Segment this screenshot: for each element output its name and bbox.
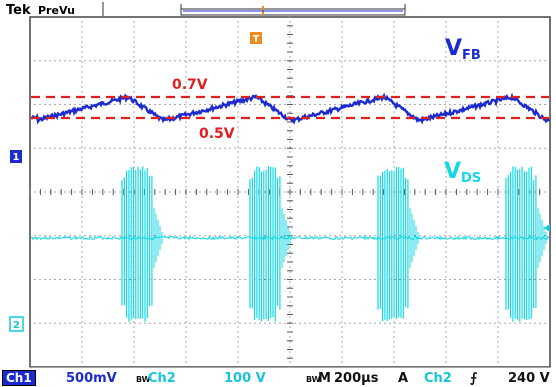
vds-burst-1 bbox=[121, 166, 163, 322]
vds-burst-3 bbox=[377, 166, 419, 322]
ch2-indicator[interactable]: Ch2 bbox=[148, 371, 176, 386]
ch2-scale[interactable]: 100 V bbox=[224, 371, 266, 386]
vds-burst-2 bbox=[249, 166, 291, 322]
svg-text:1: 1 bbox=[13, 152, 20, 163]
svg-text:VDS: VDS bbox=[444, 159, 481, 186]
graticule-grid bbox=[29, 16, 551, 368]
trigger-position-marker[interactable]: T bbox=[250, 32, 262, 45]
upper-threshold-label: 0.7V bbox=[172, 77, 208, 93]
trigger-level[interactable]: 240 V bbox=[508, 371, 550, 386]
status-bar: Ch1 500mV BW Ch2 100 V BW M 200µs A Ch2 … bbox=[0, 369, 556, 387]
ch2-bandwidth-limit-icon: BW bbox=[136, 375, 151, 384]
svg-text:T: T bbox=[253, 34, 260, 45]
timebase-bandwidth-icon: BW bbox=[306, 375, 321, 384]
trigger-mode: A bbox=[398, 371, 409, 386]
trigger-source[interactable]: Ch2 bbox=[424, 371, 452, 386]
brand-label: Tek bbox=[6, 3, 31, 18]
svg-text:2: 2 bbox=[13, 320, 20, 331]
ch1-ground-marker[interactable]: 1 bbox=[10, 150, 22, 163]
ch2-ground-marker[interactable]: 2 bbox=[9, 316, 24, 332]
lower-threshold-label: 0.5V bbox=[199, 126, 235, 142]
svg-text:VFB: VFB bbox=[445, 36, 481, 63]
record-position-bar[interactable] bbox=[180, 8, 406, 16]
timebase-label: M bbox=[318, 371, 331, 386]
vfb-label: VFB bbox=[445, 36, 481, 63]
ch1-indicator[interactable]: Ch1 bbox=[2, 370, 36, 386]
trigger-slope-icon: ⨍ bbox=[470, 371, 478, 386]
ch2-switching-bursts bbox=[121, 166, 547, 322]
acquisition-mode-label: PreVu bbox=[38, 4, 75, 17]
vds-label: VDS bbox=[444, 159, 481, 186]
timebase-value[interactable]: 200µs bbox=[334, 371, 379, 386]
vds-burst-4 bbox=[505, 166, 547, 322]
ch1-scale[interactable]: 500mV bbox=[66, 371, 117, 386]
trigger-level-marker[interactable] bbox=[544, 224, 550, 232]
